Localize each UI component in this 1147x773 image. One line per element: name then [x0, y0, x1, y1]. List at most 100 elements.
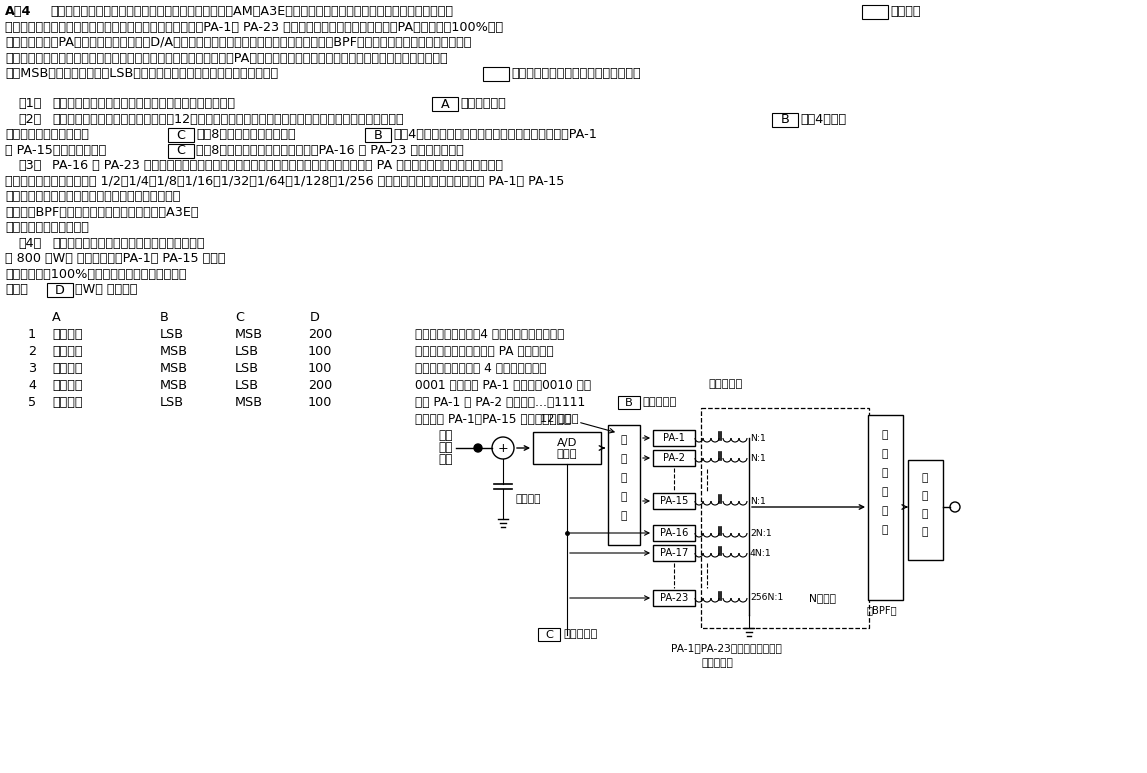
Text: PA-17: PA-17	[660, 548, 688, 558]
Text: れが分担する100%変調時の尖頭（ピーク）電力: れが分担する100%変調時の尖頭（ピーク）電力	[5, 267, 187, 281]
Text: （BPF）: （BPF）	[867, 605, 897, 615]
Text: N:1: N:1	[750, 434, 766, 442]
Text: 電力効率: 電力効率	[52, 345, 83, 358]
Text: 100: 100	[309, 396, 333, 409]
Text: 送信出力における無変調時の搬送波出力電力: 送信出力における無変調時の搬送波出力電力	[52, 237, 204, 250]
Text: 送: 送	[922, 473, 928, 483]
Bar	[653, 450, 695, 466]
Text: タ: タ	[882, 525, 888, 535]
Bar	[772, 113, 798, 127]
Text: N:1: N:1	[750, 454, 766, 462]
Text: MSB: MSB	[159, 345, 188, 358]
Text: 12 ビット: 12 ビット	[540, 413, 578, 423]
Text: り、MSBは最上位ビット、LSBは最下位ビットである。なお、同じ記号の: り、MSBは最上位ビット、LSBは最下位ビットである。なお、同じ記号の	[5, 67, 278, 80]
Text: （3）: （3）	[18, 159, 41, 172]
Text: LSB: LSB	[159, 328, 184, 341]
Text: MSB: MSB	[235, 396, 263, 409]
Text: D: D	[55, 284, 65, 297]
Text: 音声: 音声	[438, 441, 453, 454]
Text: （1）: （1）	[18, 97, 41, 110]
Bar	[365, 128, 391, 142]
Text: B: B	[374, 128, 382, 141]
Text: フ: フ	[882, 468, 888, 478]
Text: 200: 200	[309, 328, 333, 341]
Bar	[533, 432, 601, 464]
Text: 直流成分が印加された音声信号は、12ビットのデジタル信号に変換され、おおまかな振幅情報を表す: 直流成分が印加された音声信号は、12ビットのデジタル信号に変換され、おおまかな振…	[52, 113, 404, 125]
Text: PA-16: PA-16	[660, 528, 688, 538]
Text: （2）: （2）	[18, 113, 41, 125]
Bar	[908, 460, 943, 560]
Text: と細かい振幅情報を表す: と細かい振幅情報を表す	[5, 128, 88, 141]
Text: A－4: A－4	[5, 5, 31, 18]
Text: 力: 力	[922, 527, 928, 537]
Text: C: C	[545, 629, 553, 639]
Text: 100: 100	[309, 362, 333, 375]
Text: PA-23: PA-23	[660, 593, 688, 603]
Text: 電力効率: 電力効率	[52, 328, 83, 341]
Text: を決定する。: を決定する。	[460, 97, 506, 110]
Bar	[538, 628, 560, 641]
Text: 変換器: 変換器	[556, 449, 577, 459]
Bar	[653, 430, 695, 446]
Text: C: C	[177, 144, 186, 157]
Text: B: B	[159, 311, 169, 324]
Text: であれば PA-1～PA-15 を動作させる。: であれば PA-1～PA-15 を動作させる。	[415, 413, 571, 426]
Bar	[653, 590, 695, 606]
Text: MSB: MSB	[159, 362, 188, 375]
Text: 100: 100	[309, 345, 333, 358]
Text: 出力は、BPFを通すことにより、振幅変調（A3E）: 出力は、BPFを通すことにより、振幅変調（A3E）	[5, 206, 198, 219]
Circle shape	[474, 444, 482, 452]
Text: 側４ビット: 側４ビット	[642, 397, 677, 407]
Text: LSB: LSB	[159, 396, 184, 409]
Text: +: +	[498, 441, 508, 455]
Text: C: C	[235, 311, 244, 324]
Text: N:1: N:1	[750, 496, 766, 506]
Text: A: A	[440, 97, 450, 111]
Text: の出力と合わせて電力加算される。その加算された: の出力と合わせて電力加算される。その加算された	[5, 190, 180, 203]
Text: 側の8ビットに分けられる。: 側の8ビットに分けられる。	[196, 128, 296, 141]
Text: 2: 2	[28, 345, 36, 358]
Text: コ: コ	[621, 473, 627, 483]
Bar	[618, 396, 640, 409]
Bar	[483, 67, 509, 81]
Text: エ: エ	[621, 435, 627, 445]
Text: 256N:1: 256N:1	[750, 594, 783, 602]
Text: 側の8ビットは、符号変換しないでPA-16 ～ PA-23 に供給される。: 側の8ビットは、符号変換しないでPA-16 ～ PA-23 に供給される。	[196, 144, 463, 156]
Text: ィ: ィ	[882, 487, 888, 497]
Text: A/D: A/D	[556, 438, 577, 448]
Text: 入力の音声信号に印加される直流成分は、無変調時の: 入力の音声信号に印加される直流成分は、無変調時の	[52, 97, 235, 110]
Text: 1: 1	[28, 328, 36, 341]
Text: 電力増幅器: 電力増幅器	[701, 658, 733, 668]
Text: 送信出力: 送信出力	[52, 379, 83, 392]
Text: より、制御（動作）する PA を定める役: より、制御（動作）する PA を定める役	[415, 345, 554, 358]
Text: 内には、同じ字句が入るものとする。: 内には、同じ字句が入るものとする。	[512, 67, 641, 80]
Bar	[432, 97, 458, 111]
Text: 200: 200	[309, 379, 333, 392]
Text: PA-1～PA-23：スイッチング型: PA-1～PA-23：スイッチング型	[671, 643, 782, 653]
Bar	[167, 128, 194, 142]
Text: 4N:1: 4N:1	[750, 549, 772, 557]
Text: PA-16 ～ PA-23 の出力は、図に示すように電力加算部のトランスの巻線比を変えて PA の負荷インピーダンスを変化さ: PA-16 ～ PA-23 の出力は、図に示すように電力加算部のトランスの巻線比…	[52, 159, 504, 172]
Text: ル: ル	[882, 506, 888, 516]
Text: C: C	[177, 128, 186, 141]
Bar	[653, 493, 695, 509]
Text: PA-1: PA-1	[663, 433, 685, 443]
Text: ン: ン	[621, 454, 627, 464]
Text: エンコーダ：入力の4 ビットデータの内容に: エンコーダ：入力の4 ビットデータの内容に	[415, 328, 564, 341]
Text: 3: 3	[28, 362, 36, 375]
Text: 直流成分: 直流成分	[515, 494, 540, 504]
Text: MSB: MSB	[235, 328, 263, 341]
Text: （4）: （4）	[18, 237, 41, 250]
Text: 5: 5	[28, 396, 36, 409]
Text: るべき字句の正しい組合せを下の番号から選べ。ただし、PA-1～ PA-23 は、それぞれ同一の電力増幅器（PA）であり、100%変調: るべき字句の正しい組合せを下の番号から選べ。ただし、PA-1～ PA-23 は、…	[5, 21, 504, 33]
Text: ダ: ダ	[621, 511, 627, 521]
Text: N：巻数: N：巻数	[809, 593, 836, 603]
Bar	[47, 283, 73, 297]
Text: ［W］ となる。: ［W］ となる。	[75, 283, 138, 296]
Text: 入力: 入力	[438, 428, 453, 441]
Text: 0001 であれば PA-1 を動作、0010 であ: 0001 であれば PA-1 を動作、0010 であ	[415, 379, 591, 392]
Text: 2N:1: 2N:1	[750, 529, 772, 537]
Text: D: D	[310, 311, 320, 324]
Text: B: B	[625, 397, 633, 407]
Text: MSB: MSB	[159, 379, 188, 392]
